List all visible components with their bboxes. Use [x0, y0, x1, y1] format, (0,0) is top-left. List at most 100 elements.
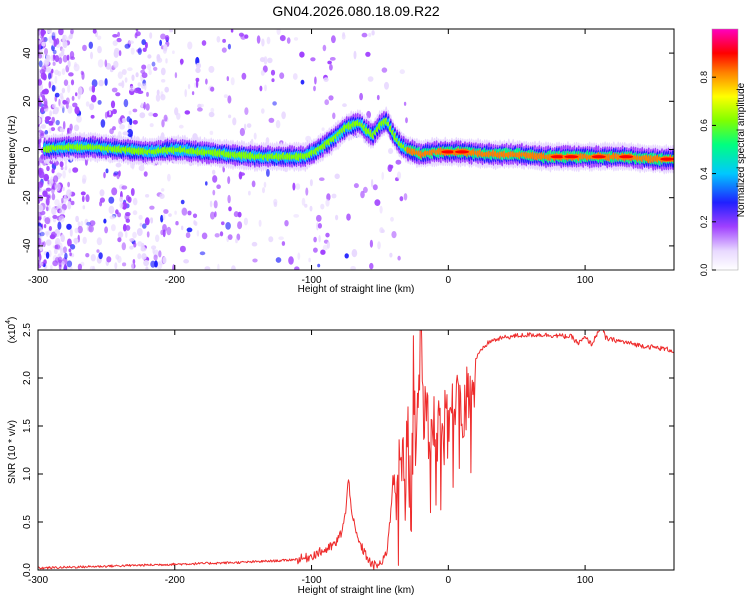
noise-cell [179, 58, 184, 65]
noise-cell [75, 215, 79, 223]
noise-cell [232, 117, 237, 126]
colorbar: 0.0 0.2 0.4 0.6 0.8 Normalized spectral ampl… [699, 28, 747, 276]
noise-cell [39, 261, 43, 267]
noise-cell [135, 29, 139, 32]
noise-cell [135, 72, 139, 78]
noise-cell [301, 197, 306, 206]
snr-y-label: SNR (10 * v/v) [7, 420, 18, 484]
noise-cell [136, 228, 143, 236]
noise-cell [209, 130, 214, 135]
noise-cell [115, 162, 122, 168]
noise-cell [163, 209, 169, 214]
colorbar-tick-label: 0.2 [699, 216, 709, 229]
noise-cell [67, 60, 71, 68]
noise-cell [275, 120, 281, 129]
noise-cell [387, 164, 393, 172]
noise-cell [187, 210, 192, 216]
noise-cell [62, 170, 66, 179]
noise-cell [80, 70, 84, 75]
noise-cell [97, 45, 102, 54]
noise-cell [144, 217, 150, 226]
noise-cell [327, 60, 332, 65]
noise-cell [160, 67, 166, 76]
noise-cell [212, 169, 216, 175]
noise-cell [58, 29, 64, 36]
noise-cell [162, 214, 166, 221]
noise-cell [67, 84, 71, 93]
noise-cell [259, 85, 263, 92]
noise-cell [52, 110, 55, 115]
noise-cell [132, 197, 138, 206]
noise-cell [63, 79, 69, 86]
noise-cell [122, 131, 129, 136]
noise-cell [374, 199, 381, 207]
noise-cell [390, 216, 394, 222]
noise-cell [69, 228, 73, 237]
noise-cell [115, 254, 120, 260]
noise-cell [103, 171, 106, 179]
noise-cell [53, 36, 56, 42]
noise-cell [45, 54, 50, 60]
noise-cell [63, 194, 67, 203]
noise-cell [44, 217, 51, 225]
noise-cell [69, 266, 73, 270]
colorbar-label: Normalized spectral amplitude [736, 82, 747, 217]
noise-cell [54, 238, 61, 247]
noise-cell [369, 239, 373, 248]
noise-cell [141, 72, 148, 79]
noise-cell [350, 266, 356, 270]
noise-cell [367, 76, 374, 82]
noise-cell [238, 171, 243, 180]
noise-cell [129, 85, 135, 92]
noise-cell [222, 38, 227, 43]
spectrogram-y-label: Frequency (Hz) [7, 116, 18, 185]
noise-cell [77, 86, 83, 96]
noise-cell [125, 212, 131, 217]
noise-cell [174, 72, 178, 79]
noise-cell [151, 61, 156, 67]
noise-cell [104, 78, 108, 86]
noise-cell [73, 63, 80, 72]
noise-cell [59, 208, 66, 215]
noise-cell [305, 135, 312, 142]
noise-cell [42, 190, 48, 197]
noise-cell [48, 127, 52, 134]
noise-cell [40, 124, 47, 129]
noise-cell [121, 185, 128, 190]
noise-cell [219, 231, 224, 237]
noise-cell [212, 175, 218, 183]
noise-cell [109, 128, 114, 135]
noise-cell [320, 203, 325, 210]
noise-cell [320, 249, 326, 255]
noise-cell [292, 73, 298, 80]
noise-cell [145, 103, 150, 111]
noise-cell [281, 111, 286, 120]
noise-cell [164, 35, 170, 41]
noise-cell [227, 176, 231, 185]
noise-cell [63, 264, 67, 270]
noise-cell [48, 226, 53, 231]
ridge-peak [455, 150, 469, 154]
noise-cell [142, 223, 147, 229]
noise-cell [275, 257, 282, 263]
noise-cell [130, 188, 135, 196]
noise-cell [38, 40, 41, 45]
noise-cell [40, 36, 46, 42]
noise-cell [125, 230, 128, 238]
noise-cell [70, 29, 74, 35]
noise-cell [313, 85, 316, 92]
noise-cell [44, 130, 49, 135]
noise-cell [82, 174, 87, 183]
noise-cell [43, 88, 49, 95]
noise-cell [57, 173, 63, 177]
noise-cell [45, 239, 52, 246]
noise-cell [268, 117, 275, 123]
noise-cell [46, 165, 50, 172]
noise-cell [129, 245, 134, 250]
noise-cell [184, 89, 187, 98]
noise-cell [148, 112, 154, 117]
noise-cell [217, 263, 220, 270]
noise-cell [76, 115, 82, 123]
noise-cell [105, 168, 109, 174]
